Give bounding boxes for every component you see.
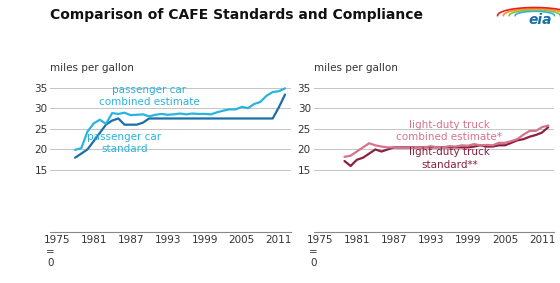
Text: =: = [46, 247, 55, 257]
Text: 0: 0 [310, 258, 317, 268]
Text: 0: 0 [47, 258, 54, 268]
Text: light-duty truck
standard**: light-duty truck standard** [409, 147, 490, 170]
Text: miles per gallon: miles per gallon [314, 63, 398, 73]
Text: eia: eia [528, 13, 552, 27]
Text: passenger car
standard: passenger car standard [87, 132, 161, 155]
Text: Comparison of CAFE Standards and Compliance: Comparison of CAFE Standards and Complia… [50, 8, 423, 22]
Text: passenger car
combined estimate: passenger car combined estimate [99, 85, 199, 107]
Text: miles per gallon: miles per gallon [50, 63, 134, 73]
Text: light-duty truck
combined estimate*: light-duty truck combined estimate* [396, 120, 502, 142]
Text: =: = [309, 247, 318, 257]
